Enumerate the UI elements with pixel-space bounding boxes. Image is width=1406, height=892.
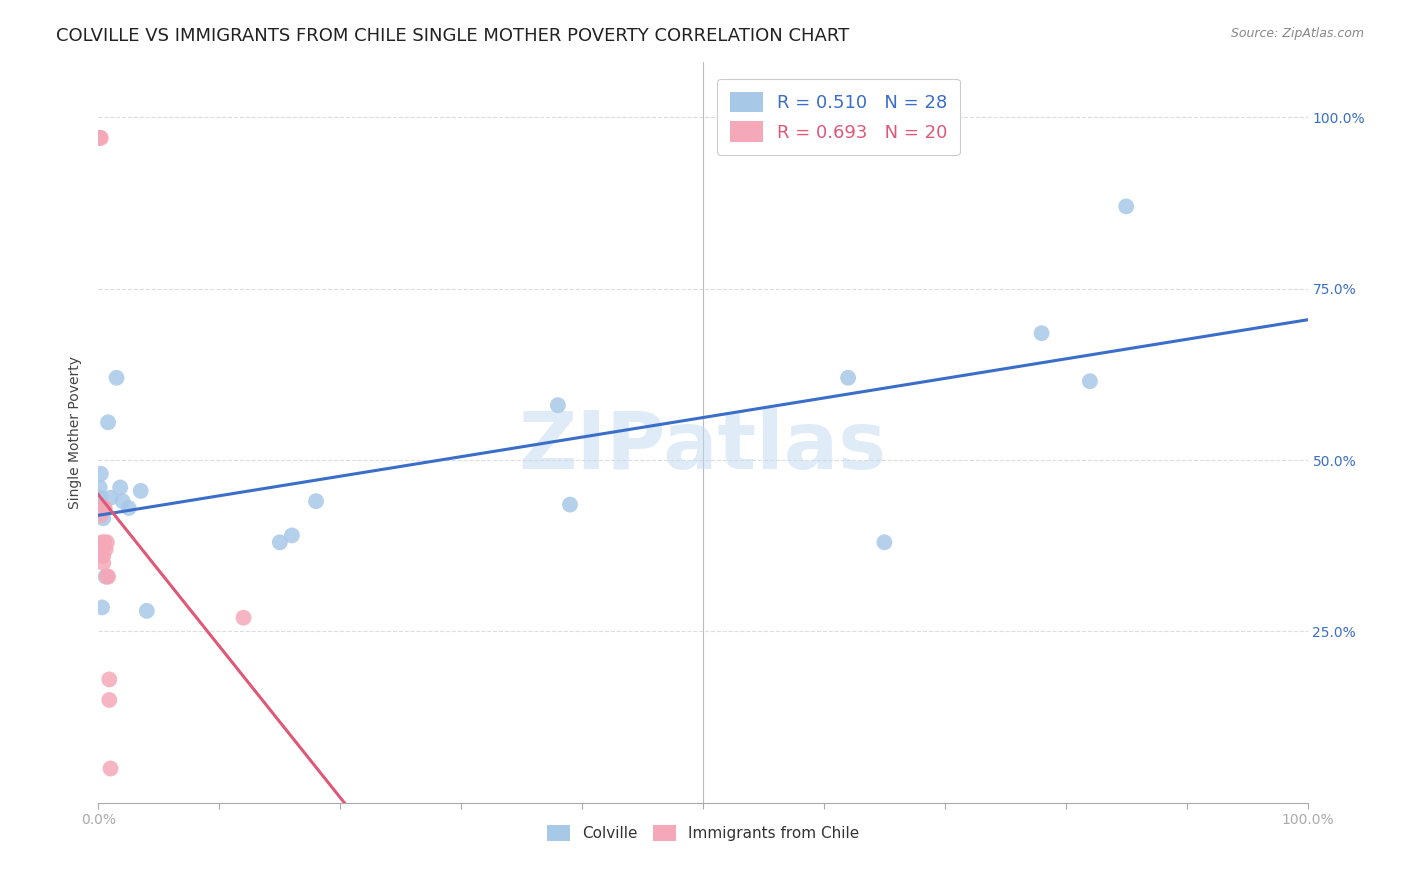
Point [89,498,111,512]
Point [232,610,254,624]
Point [1031,326,1053,341]
Point [94,569,117,583]
Point [129,483,152,498]
Point [108,480,131,494]
Point [111,494,134,508]
Y-axis label: Single Mother Poverty: Single Mother Poverty [69,356,83,509]
Point [91,501,114,516]
Point [96,535,118,549]
Point [91,535,114,549]
Point [305,494,328,508]
Point [90,491,112,505]
Point [547,398,569,412]
Point [100,491,122,505]
Point [97,569,120,583]
Point [873,535,896,549]
Text: COLVILLE VS IMMIGRANTS FROM CHILE SINGLE MOTHER POVERTY CORRELATION CHART: COLVILLE VS IMMIGRANTS FROM CHILE SINGLE… [56,27,849,45]
Point [90,501,112,516]
Point [91,549,114,563]
Point [89,131,111,145]
Point [89,480,111,494]
Point [89,131,111,145]
Point [558,498,581,512]
Point [91,511,114,525]
Text: ZIPatlas: ZIPatlas [519,409,887,486]
Point [98,693,121,707]
Point [97,415,120,429]
Point [90,508,112,522]
Point [1115,199,1137,213]
Point [93,501,115,516]
Text: Source: ZipAtlas.com: Source: ZipAtlas.com [1230,27,1364,40]
Point [91,501,114,516]
Point [837,371,859,385]
Point [90,131,112,145]
Point [96,569,118,583]
Point [91,501,114,516]
Point [269,535,291,549]
Point [93,501,115,516]
Point [1078,374,1101,388]
Point [90,467,112,481]
Point [91,556,114,570]
Point [100,762,122,776]
Point [105,371,128,385]
Legend: Colville, Immigrants from Chile: Colville, Immigrants from Chile [541,819,865,847]
Point [98,673,121,687]
Point [91,542,114,557]
Point [91,600,114,615]
Point [94,542,117,557]
Point [281,528,304,542]
Point [118,501,141,516]
Point [93,535,115,549]
Point [135,604,157,618]
